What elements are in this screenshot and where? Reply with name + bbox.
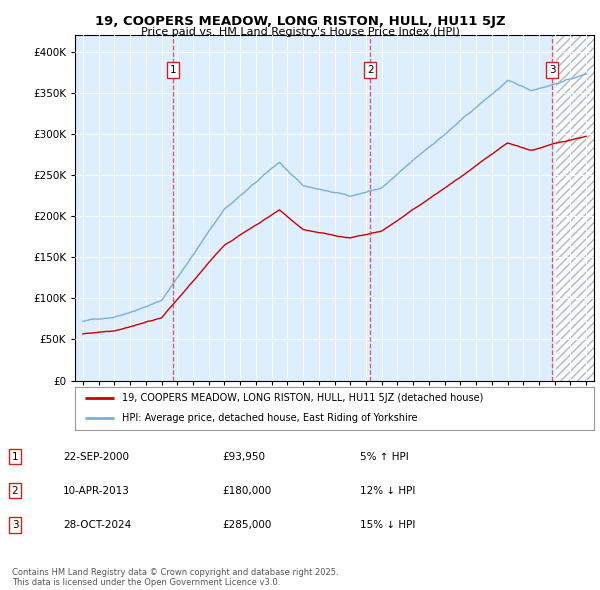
Text: Contains HM Land Registry data © Crown copyright and database right 2025.
This d: Contains HM Land Registry data © Crown c… [12,568,338,587]
Bar [554,35,594,381]
Text: 19, COOPERS MEADOW, LONG RISTON, HULL, HU11 5JZ: 19, COOPERS MEADOW, LONG RISTON, HULL, H… [95,15,505,28]
Text: 2: 2 [11,486,19,496]
Text: 19, COOPERS MEADOW, LONG RISTON, HULL, HU11 5JZ (detached house): 19, COOPERS MEADOW, LONG RISTON, HULL, H… [122,393,483,402]
Text: 28-OCT-2024: 28-OCT-2024 [63,520,131,530]
Text: 2: 2 [367,65,374,75]
Text: 22-SEP-2000: 22-SEP-2000 [63,452,129,461]
Text: HPI: Average price, detached house, East Riding of Yorkshire: HPI: Average price, detached house, East… [122,412,417,422]
Text: £93,950: £93,950 [222,452,265,461]
Text: £180,000: £180,000 [222,486,271,496]
Text: 3: 3 [11,520,19,530]
Text: 12% ↓ HPI: 12% ↓ HPI [360,486,415,496]
Text: 3: 3 [548,65,556,75]
Text: 1: 1 [11,452,19,461]
Text: 15% ↓ HPI: 15% ↓ HPI [360,520,415,530]
Text: 1: 1 [170,65,176,75]
Text: Price paid vs. HM Land Registry's House Price Index (HPI): Price paid vs. HM Land Registry's House … [140,27,460,37]
Text: £285,000: £285,000 [222,520,271,530]
Text: 10-APR-2013: 10-APR-2013 [63,486,130,496]
Text: 5% ↑ HPI: 5% ↑ HPI [360,452,409,461]
